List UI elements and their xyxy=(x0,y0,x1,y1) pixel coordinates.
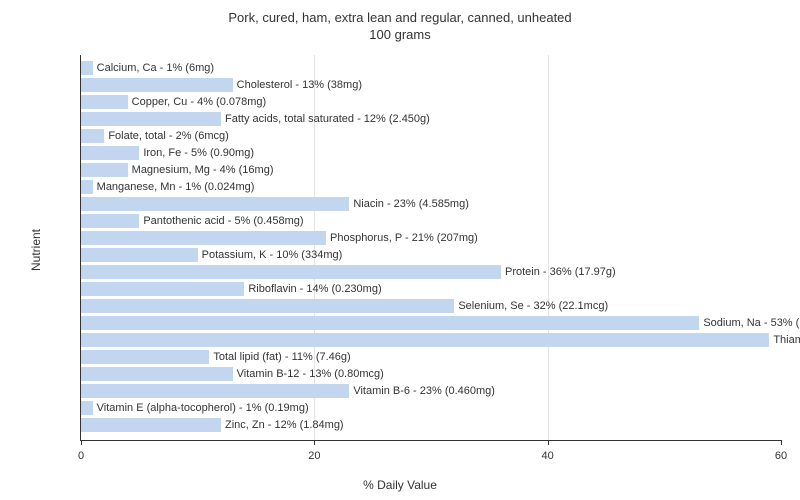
bar-label: Folate, total - 2% (6mcg) xyxy=(104,129,228,143)
bar-label: Vitamin E (alpha-tocopherol) - 1% (0.19m… xyxy=(93,401,309,415)
bar-label: Fatty acids, total saturated - 12% (2.45… xyxy=(221,112,430,126)
bar xyxy=(81,197,349,211)
bar-label: Phosphorus, P - 21% (207mg) xyxy=(326,231,478,245)
bar-label: Selenium, Se - 32% (22.1mcg) xyxy=(454,299,608,313)
bar xyxy=(81,163,128,177)
bar xyxy=(81,146,139,160)
bar-label: Potassium, K - 10% (334mg) xyxy=(198,248,343,262)
bar xyxy=(81,112,221,126)
bar xyxy=(81,265,501,279)
bar-label: Copper, Cu - 4% (0.078mg) xyxy=(128,95,267,109)
bar-label: Iron, Fe - 5% (0.90mg) xyxy=(139,146,254,160)
plot-area: 0204060Calcium, Ca - 1% (6mg)Cholesterol… xyxy=(80,55,781,441)
bar xyxy=(81,180,93,194)
bar-label: Manganese, Mn - 1% (0.024mg) xyxy=(93,180,255,194)
bar-label: Total lipid (fat) - 11% (7.46g) xyxy=(209,350,350,364)
bar-label: Thiamin - 59% (0.879mg) xyxy=(769,333,800,347)
bar-label: Magnesium, Mg - 4% (16mg) xyxy=(128,163,274,177)
bar-label: Zinc, Zn - 12% (1.84mg) xyxy=(221,418,344,432)
title-line1: Pork, cured, ham, extra lean and regular… xyxy=(228,10,571,25)
x-tick-label: 20 xyxy=(308,450,320,462)
y-axis-label: Nutrient xyxy=(29,229,43,271)
bar-label: Protein - 36% (17.97g) xyxy=(501,265,616,279)
x-tick xyxy=(781,440,782,445)
x-tick xyxy=(548,440,549,445)
bar xyxy=(81,129,104,143)
bar-label: Pantothenic acid - 5% (0.458mg) xyxy=(139,214,303,228)
chart-title: Pork, cured, ham, extra lean and regular… xyxy=(0,0,800,44)
bar xyxy=(81,333,769,347)
bar xyxy=(81,367,233,381)
bar-label: Vitamin B-12 - 13% (0.80mcg) xyxy=(233,367,384,381)
bar-label: Sodium, Na - 53% (1276mg) xyxy=(699,316,800,330)
bar-label: Niacin - 23% (4.585mg) xyxy=(349,197,469,211)
bar xyxy=(81,282,244,296)
bar-label: Calcium, Ca - 1% (6mg) xyxy=(93,61,214,75)
bar xyxy=(81,231,326,245)
bar xyxy=(81,401,93,415)
bar xyxy=(81,384,349,398)
bar xyxy=(81,418,221,432)
bar xyxy=(81,78,233,92)
x-tick-label: 60 xyxy=(775,450,787,462)
bar xyxy=(81,61,93,75)
bar-label: Riboflavin - 14% (0.230mg) xyxy=(244,282,381,296)
bar xyxy=(81,350,209,364)
x-tick xyxy=(314,440,315,445)
x-tick xyxy=(81,440,82,445)
bar xyxy=(81,214,139,228)
chart-container: Pork, cured, ham, extra lean and regular… xyxy=(0,0,800,500)
gridline xyxy=(548,55,549,440)
title-line2: 100 grams xyxy=(369,27,430,42)
bar-label: Vitamin B-6 - 23% (0.460mg) xyxy=(349,384,495,398)
bar xyxy=(81,299,454,313)
x-axis-label: % Daily Value xyxy=(363,478,437,492)
x-tick-label: 40 xyxy=(542,450,554,462)
bar xyxy=(81,316,699,330)
x-tick-label: 0 xyxy=(78,450,84,462)
bar-label: Cholesterol - 13% (38mg) xyxy=(233,78,362,92)
bar xyxy=(81,248,198,262)
bar xyxy=(81,95,128,109)
